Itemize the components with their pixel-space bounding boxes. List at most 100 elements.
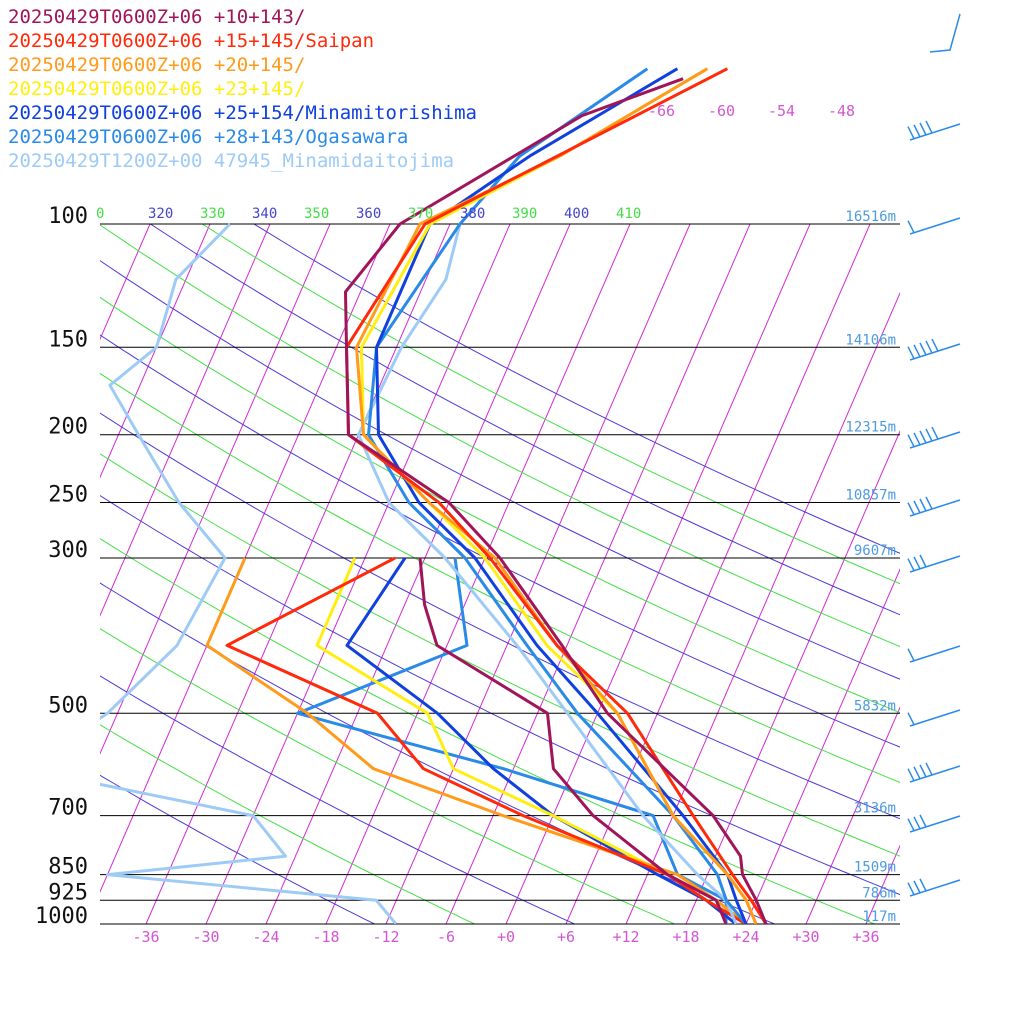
wind-barb <box>907 338 961 361</box>
temp-tick-label: -24 <box>252 928 279 946</box>
dewpoint-line <box>296 557 728 924</box>
temperature-line <box>357 223 738 924</box>
theta-label: 0 <box>96 206 104 222</box>
top-temp-label: -54 <box>768 102 795 120</box>
wind-barb <box>907 878 961 897</box>
wind-barb <box>907 496 961 517</box>
temperature-line <box>344 77 768 924</box>
height-label-250: 10857m <box>845 488 896 504</box>
dry-adiabat <box>150 224 900 616</box>
legend-entry: 20250429T0600Z+06 +23+145/ <box>8 78 305 100</box>
temp-tick-label: -30 <box>192 928 219 946</box>
theta-label: 390 <box>512 206 537 222</box>
height-label-925: 786m <box>862 885 896 901</box>
isotherm <box>100 224 271 617</box>
dry-adiabat <box>201 224 900 585</box>
isotherm <box>385 224 691 924</box>
pressure-label-925: 925 <box>48 880 88 905</box>
theta-label: 320 <box>148 206 173 222</box>
isotherm <box>505 224 811 924</box>
temp-tick-label: +24 <box>732 928 759 946</box>
wind-barb <box>907 426 961 449</box>
pressure-label-850: 850 <box>48 855 88 880</box>
height-label-100: 16516m <box>845 209 896 225</box>
isotherm <box>265 224 571 924</box>
dewpoint-line <box>100 222 398 924</box>
temp-tick-label: -18 <box>312 928 339 946</box>
dewpoint-line <box>225 556 747 924</box>
isotherm <box>145 224 451 924</box>
theta-label: 340 <box>252 206 277 222</box>
pressure-label-700: 700 <box>48 796 88 821</box>
height-label-1000: 117m <box>862 909 896 925</box>
isotherm <box>986 224 1024 924</box>
pressure-label-100: 100 <box>48 204 88 229</box>
pressure-label-1000: 1000 <box>35 904 88 929</box>
wind-barb <box>907 554 961 573</box>
legend-entry: 20250429T0600Z+06 +25+154/Minamitorishim… <box>8 102 477 124</box>
legend-entry: 20250429T0600Z+06 +28+143/Ogasawara <box>8 126 408 148</box>
pressure-label-200: 200 <box>48 415 88 440</box>
legend: 20250429T0600Z+06 +10+143/20250429T0600Z… <box>8 6 477 172</box>
isotherm <box>865 844 900 924</box>
height-label-200: 12315m <box>845 420 896 436</box>
temp-tick-label: +36 <box>852 928 879 946</box>
temp-tick-label: +0 <box>497 928 515 946</box>
wind-barb <box>907 709 961 727</box>
temp-tick-label: +30 <box>792 928 819 946</box>
pressure-label-250: 250 <box>48 483 88 508</box>
dewpoint-line <box>418 557 728 924</box>
legend-entry: 20250429T0600Z+06 +10+143/ <box>8 6 305 28</box>
isotherm <box>685 429 900 924</box>
height-label-850: 1509m <box>854 860 896 876</box>
theta-label: 370 <box>408 206 433 222</box>
temp-tick-label: -12 <box>372 928 399 946</box>
height-label-300: 9607m <box>854 543 896 559</box>
wind-barb <box>907 762 961 783</box>
wind-barb <box>907 120 961 141</box>
profile-layer <box>100 67 768 924</box>
theta-label: 350 <box>304 206 329 222</box>
height-label-700: 3136m <box>854 801 896 817</box>
wind-barb <box>929 13 961 53</box>
theta-label: 400 <box>564 206 589 222</box>
isotherm <box>100 224 331 755</box>
temp-tick-label: +6 <box>557 928 575 946</box>
isotherm <box>0 224 30 924</box>
wind-barbs <box>907 13 961 897</box>
isotherm <box>745 568 900 924</box>
isotherm <box>625 291 900 924</box>
wind-barb <box>907 814 961 833</box>
temp-tick-label: -36 <box>132 928 159 946</box>
isotherm <box>805 706 900 924</box>
temperature-line <box>360 67 758 924</box>
isotherm <box>926 224 1024 924</box>
isotherm <box>205 224 511 924</box>
temperature-line <box>367 67 748 924</box>
theta-label: 330 <box>200 206 225 222</box>
legend-entry: 20250429T1200Z+00 47945_Minamidaitojima <box>8 150 454 172</box>
isobar-layer <box>100 223 900 925</box>
height-label-500: 5832m <box>854 698 896 714</box>
top-temp-label: -60 <box>708 102 735 120</box>
dry-adiabat <box>100 628 675 924</box>
pressure-label-300: 300 <box>48 538 88 563</box>
wind-barb <box>907 217 961 235</box>
height-label-150: 14106m <box>845 332 896 348</box>
temp-tick-label: +18 <box>672 928 699 946</box>
legend-entry: 20250429T0600Z+06 +20+145/ <box>8 54 305 76</box>
temp-tick-label: -6 <box>437 928 455 946</box>
temp-tick-label: +12 <box>612 928 639 946</box>
theta-label: 410 <box>616 206 641 222</box>
pressure-label-500: 500 <box>48 693 88 718</box>
top-temp-label: -66 <box>648 102 675 120</box>
isotherm <box>565 224 871 924</box>
top-temp-label: -48 <box>828 102 855 120</box>
pressure-label-150: 150 <box>48 327 88 352</box>
wind-barb <box>907 645 961 663</box>
isotherm <box>445 224 751 924</box>
temperature-line <box>355 67 758 924</box>
theta-label: 380 <box>460 206 485 222</box>
